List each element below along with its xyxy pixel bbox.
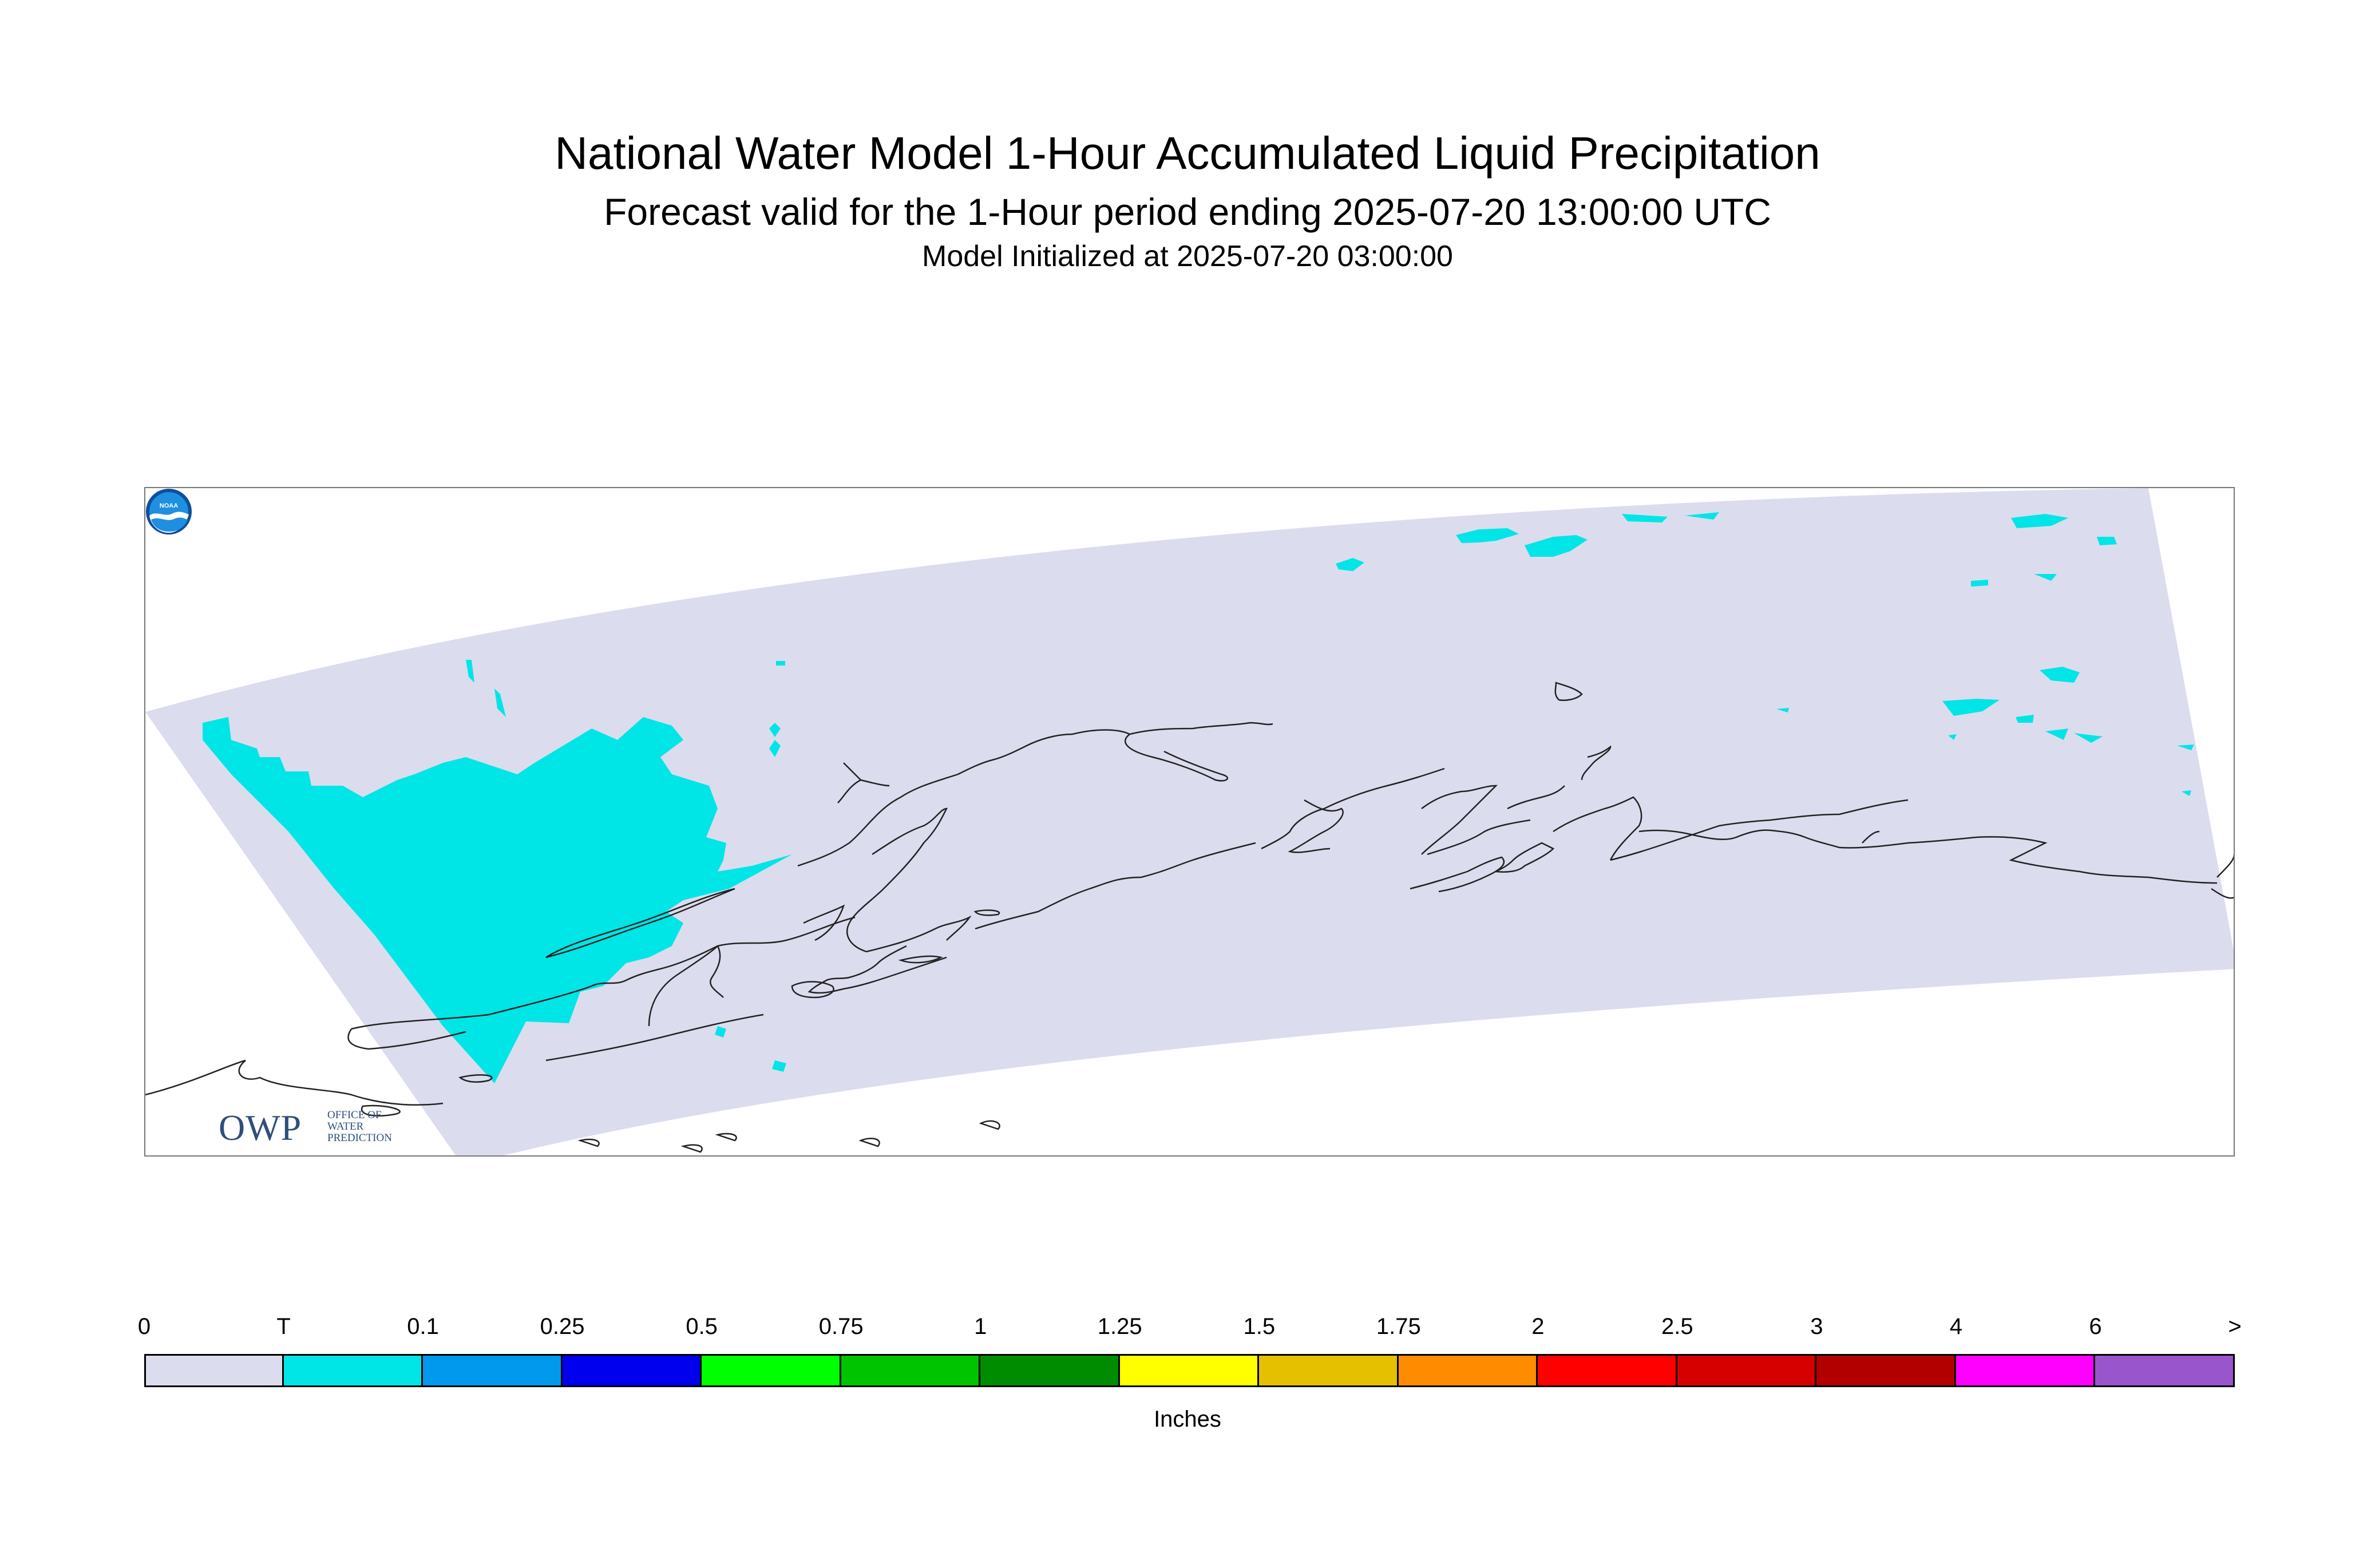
model-domain — [145, 488, 2234, 1155]
legend-color-bin — [1815, 1354, 1956, 1387]
legend-tick-label: 2.5 — [1661, 1314, 1693, 1339]
legend-tick-label: 0.1 — [407, 1314, 439, 1339]
map-subtitle: Forecast valid for the 1-Hour period end… — [604, 191, 1771, 233]
legend-color-bin — [839, 1354, 981, 1387]
legend-tick-label: 1 — [974, 1314, 987, 1339]
legend-tick-label: 4 — [1949, 1314, 1963, 1339]
legend-tick-label: 0.75 — [818, 1314, 864, 1339]
legend-tick-label: 1.25 — [1097, 1314, 1142, 1339]
legend-color-bin — [1954, 1354, 2096, 1387]
legend-tick-label: 6 — [2089, 1314, 2102, 1339]
legend-units: Inches — [1154, 1407, 1221, 1432]
legend-tick-label: > — [2228, 1314, 2242, 1339]
legend-tick-label: 3 — [1810, 1314, 1823, 1339]
precip-trace-areas — [203, 512, 2194, 1083]
legend-color-bin — [979, 1354, 1120, 1387]
precipitation-map: OWP OFFICE OF WATER PREDICTION NOAA — [144, 487, 2235, 1157]
legend-color-bin — [282, 1354, 423, 1387]
legend-color-bin — [144, 1354, 284, 1387]
noaa-logo: NOAA — [146, 489, 192, 534]
legend-color-bin — [1675, 1354, 1817, 1387]
legend-tick-label: 0 — [137, 1314, 151, 1339]
owp-logo: OWP OFFICE OF WATER PREDICTION — [219, 1105, 425, 1151]
colorbar-legend — [144, 1354, 2235, 1389]
legend-color-bin — [700, 1354, 841, 1387]
legend-color-bin — [421, 1354, 563, 1387]
legend-tick-label: 1.5 — [1243, 1314, 1276, 1339]
legend-color-bin — [1257, 1354, 1399, 1387]
coastlines — [145, 682, 2234, 1153]
legend-color-bin — [2093, 1354, 2235, 1387]
legend-color-bin — [1118, 1354, 1260, 1387]
map-canvas — [145, 488, 2234, 1155]
legend-tick-label: 0.25 — [540, 1314, 585, 1339]
legend-color-bin — [560, 1354, 702, 1387]
model-init-text: Model Initialized at 2025-07-20 03:00:00 — [922, 240, 1453, 273]
legend-color-bin — [1536, 1354, 1677, 1387]
owp-logo-text: OWP — [219, 1107, 302, 1148]
legend-tick-label: 2 — [1531, 1314, 1545, 1339]
owp-logo-subtext: OFFICE OF WATER PREDICTION — [327, 1109, 392, 1144]
legend-tick-label: 0.5 — [686, 1314, 718, 1339]
legend-tick-label: 1.75 — [1376, 1314, 1421, 1339]
legend-color-bin — [1396, 1354, 1538, 1387]
map-title: National Water Model 1-Hour Accumulated … — [555, 128, 1820, 179]
noaa-logo-text: NOAA — [160, 502, 178, 509]
legend-tick-label: T — [276, 1314, 291, 1339]
